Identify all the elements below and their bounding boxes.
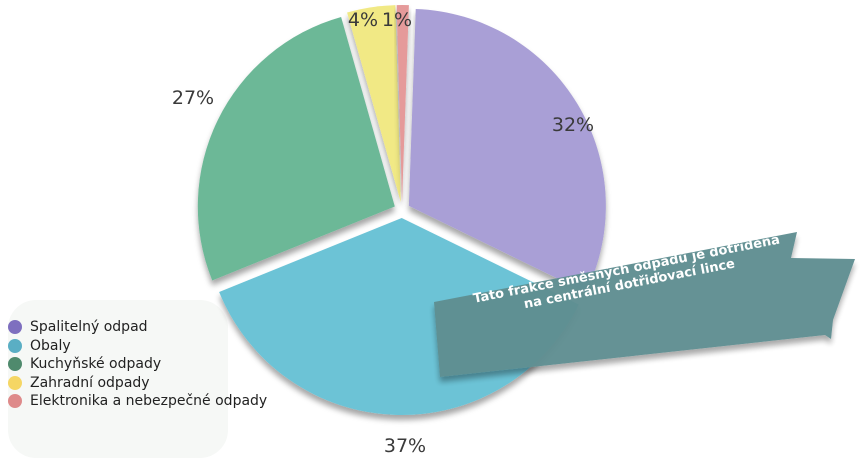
legend-item: Zahradní odpady xyxy=(8,374,267,393)
legend-item: Spalitelný odpad xyxy=(8,318,267,337)
pie-slice-1 xyxy=(408,9,606,293)
pie-slice-5 xyxy=(396,5,409,203)
legend-swatch xyxy=(8,338,22,353)
legend-item: Elektronika a nebezpečné odpady xyxy=(8,392,267,411)
legend-item: Obaly xyxy=(8,337,267,356)
legend-swatch xyxy=(8,320,22,335)
legend-background xyxy=(8,300,228,458)
legend-swatch xyxy=(8,357,22,372)
slice-value-label-4: 4% xyxy=(348,9,378,31)
chart-legend: Spalitelný odpad Obaly Kuchyňské odpady Zah… xyxy=(8,318,267,411)
legend-label: Kuchyňské odpady xyxy=(30,356,162,373)
slice-value-label-1: 32% xyxy=(552,114,594,136)
legend-item: Kuchyňské odpady xyxy=(8,355,267,374)
slice-value-label-2: 37% xyxy=(384,435,426,457)
slice-value-label-3: 27% xyxy=(172,87,214,109)
slice-value-label-5: 1% xyxy=(382,9,412,31)
legend-label: Spalitelný odpad xyxy=(30,319,148,336)
legend-swatch xyxy=(8,375,22,390)
pie-slice-4 xyxy=(347,5,401,203)
pie-slice-3 xyxy=(197,16,395,281)
legend-label: Obaly xyxy=(30,337,71,354)
legend-label: Zahradní odpady xyxy=(30,374,150,391)
legend-swatch xyxy=(8,394,22,409)
legend-label: Elektronika a nebezpečné odpady xyxy=(30,393,268,410)
annotation-arrow xyxy=(434,232,855,377)
